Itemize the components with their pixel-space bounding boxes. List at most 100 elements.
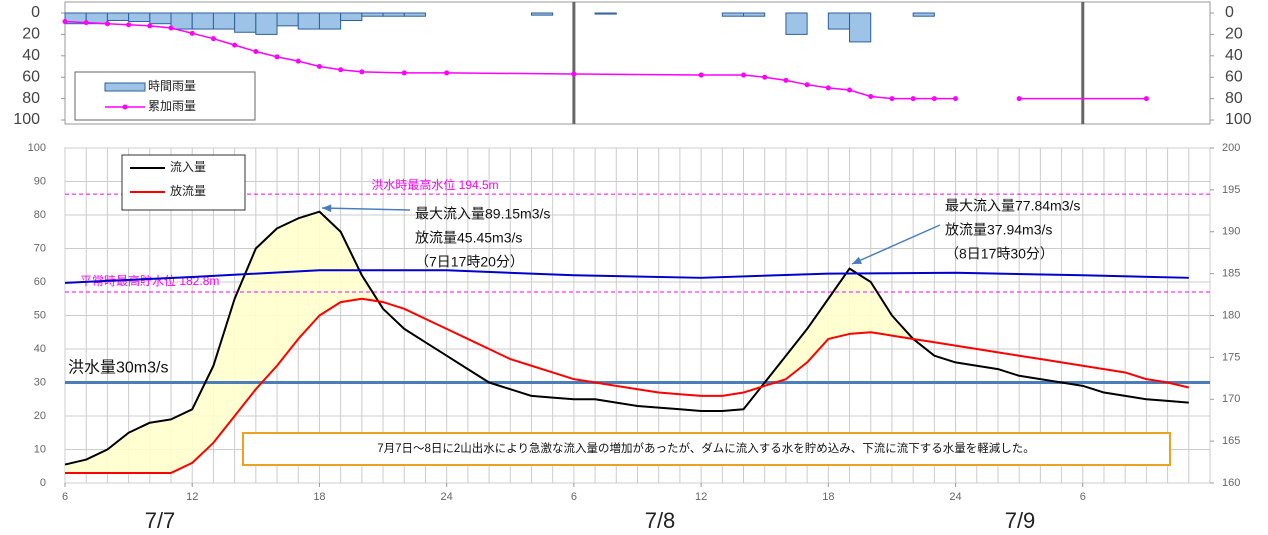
rain-bar <box>743 12 766 17</box>
legend-label: 放流量 <box>170 183 206 198</box>
x-tick-label: 18 <box>313 491 325 503</box>
annotation-text: 放流量45.45m3/s <box>415 230 522 246</box>
cumulative-point <box>741 72 747 78</box>
x-tick-label: 24 <box>441 491 453 503</box>
x-tick-label: 12 <box>186 491 198 503</box>
y-tick-label: 100 <box>28 142 46 154</box>
annotation-text: 最大流入量77.84m3/s <box>945 198 1080 214</box>
cumulative-point <box>931 96 937 102</box>
rain-bar <box>212 12 236 30</box>
legend-label: 累加雨量 <box>148 99 196 113</box>
rain-bar <box>594 12 617 15</box>
rain-bar <box>403 12 426 17</box>
y2-tick-label: 185 <box>1222 268 1240 280</box>
cumulative-point <box>1016 96 1022 102</box>
cumulative-point <box>401 70 407 76</box>
legend-label: 流入量 <box>170 160 206 174</box>
y-tick-label: 90 <box>34 175 46 187</box>
note-text: 7月7日～8日に2山出水により急激な流入量の増加があったが、ダムに流入する水を貯… <box>377 441 1035 455</box>
y2-tick-label: 160 <box>1222 477 1240 489</box>
y-tick-label: 80 <box>34 209 46 221</box>
rain-bar <box>234 12 257 33</box>
y-tick-label: 80 <box>22 90 40 107</box>
reference-label: 洪水量30m3/s <box>68 359 168 377</box>
x-tick-label: 6 <box>62 491 68 503</box>
x-tick-label: 18 <box>822 491 834 503</box>
rain-bar <box>297 12 320 30</box>
y-tick-label: 60 <box>34 276 46 288</box>
legend-swatch <box>122 104 128 110</box>
cumulative-point <box>698 72 704 78</box>
cumulative-point <box>274 54 280 60</box>
legend-box <box>74 71 256 121</box>
cumulative-point <box>316 64 322 69</box>
x-tick-label: 6 <box>1080 491 1086 503</box>
annotation-text: （8日17時30分） <box>945 246 1054 262</box>
y2-tick-label: 20 <box>1225 26 1243 43</box>
cumulative-point <box>804 82 810 88</box>
rain-bar <box>128 12 151 23</box>
y-tick-label: 10 <box>34 443 46 455</box>
cumulative-point <box>168 25 174 31</box>
rain-bar <box>255 12 278 35</box>
cumulative-point <box>1143 96 1149 102</box>
y2-tick-label: 170 <box>1222 393 1240 405</box>
cumulative-point <box>232 42 238 48</box>
rain-bar <box>149 12 172 25</box>
rain-bar <box>106 12 130 21</box>
date-label: 7/7 <box>145 508 176 533</box>
storage-fill <box>65 211 1189 473</box>
y2-tick-label: 180 <box>1222 309 1240 321</box>
cumulative-point <box>253 49 259 55</box>
cumulative-point <box>62 19 68 25</box>
cumulative-point <box>910 96 916 102</box>
x-tick-label: 6 <box>571 491 577 503</box>
cumulative-point <box>338 67 344 73</box>
annotation-arrowhead <box>852 256 862 264</box>
y-tick-label: 40 <box>22 47 40 64</box>
rain-bar <box>827 12 851 30</box>
cumulative-point <box>444 70 450 76</box>
date-label: 7/9 <box>1005 508 1036 533</box>
y-tick-label: 0 <box>31 4 40 21</box>
cumulative-line <box>64 20 1147 100</box>
y2-tick-label: 60 <box>1225 68 1243 85</box>
y2-tick-label: 200 <box>1222 142 1240 154</box>
y-tick-label: 20 <box>22 26 40 43</box>
annotation-arrowhead <box>322 204 332 213</box>
y2-tick-label: 195 <box>1222 184 1240 196</box>
annotation-text: （7日17時20分） <box>415 254 524 270</box>
rain-bar <box>382 12 405 17</box>
cumulative-point <box>210 36 216 42</box>
note-box <box>242 432 1171 466</box>
cumulative-point <box>868 93 874 99</box>
annotation-text: 放流量37.94m3/s <box>945 222 1052 238</box>
legend-box <box>121 154 246 211</box>
y-tick-label: 20 <box>34 410 46 422</box>
cumulative-point <box>295 58 301 64</box>
cumulative-point <box>83 20 89 26</box>
y-tick-label: 40 <box>34 343 46 355</box>
series-line <box>64 210 1189 466</box>
cumulative-point <box>889 96 895 102</box>
rain-bar <box>361 12 384 17</box>
y-tick-label: 100 <box>13 111 40 128</box>
x-tick-label: 24 <box>949 491 961 503</box>
y-tick-label: 30 <box>34 376 46 388</box>
rain-bar <box>340 12 363 21</box>
y2-tick-label: 100 <box>1225 111 1252 128</box>
y2-tick-label: 190 <box>1222 226 1240 238</box>
y2-tick-label: 40 <box>1225 47 1243 64</box>
y-tick-label: 60 <box>22 68 40 85</box>
cumulative-point <box>783 77 789 83</box>
cumulative-point <box>953 96 959 102</box>
y2-tick-label: 80 <box>1225 90 1243 107</box>
rain-bar <box>849 12 872 43</box>
annotation-arrow <box>321 207 411 211</box>
cumulative-point <box>359 69 365 75</box>
y-tick-label: 0 <box>40 477 46 489</box>
rain-bar <box>191 12 214 30</box>
annotation-text: 最大流入量89.15m3/s <box>415 206 550 222</box>
legend-swatch <box>104 82 146 92</box>
